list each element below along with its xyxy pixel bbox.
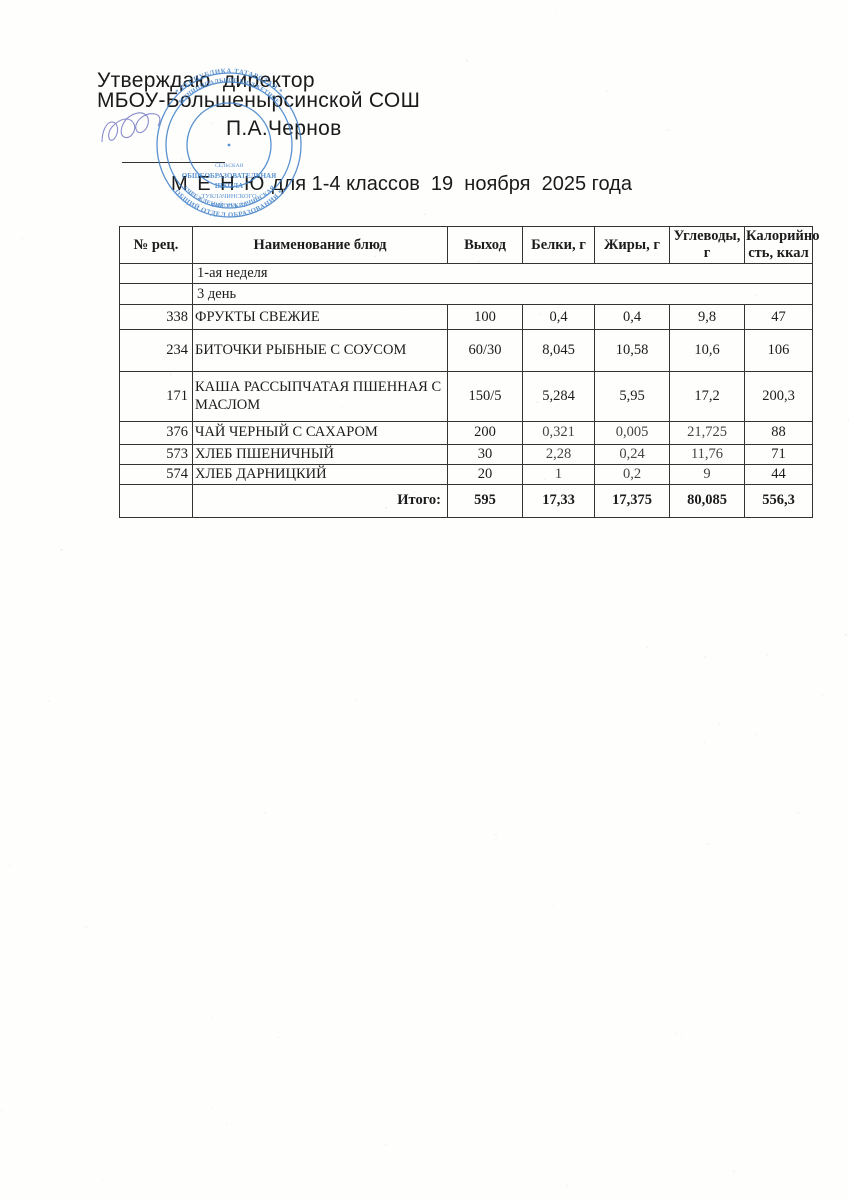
svg-text:ТУКЛАЧИНСКОГО: ТУКЛАЧИНСКОГО [201, 193, 257, 200]
svg-text:ШКОЛА: ШКОЛА [215, 182, 244, 190]
svg-text:ОБЩЕОБРАЗОВАТЕЛЬНАЯ: ОБЩЕОБРАЗОВАТЕЛЬНАЯ [182, 172, 276, 180]
svg-text:РАЙОНА РТ: РАЙОНА РТ [212, 201, 247, 209]
svg-text:СЕЛЬСКАЯ: СЕЛЬСКАЯ [215, 163, 244, 169]
